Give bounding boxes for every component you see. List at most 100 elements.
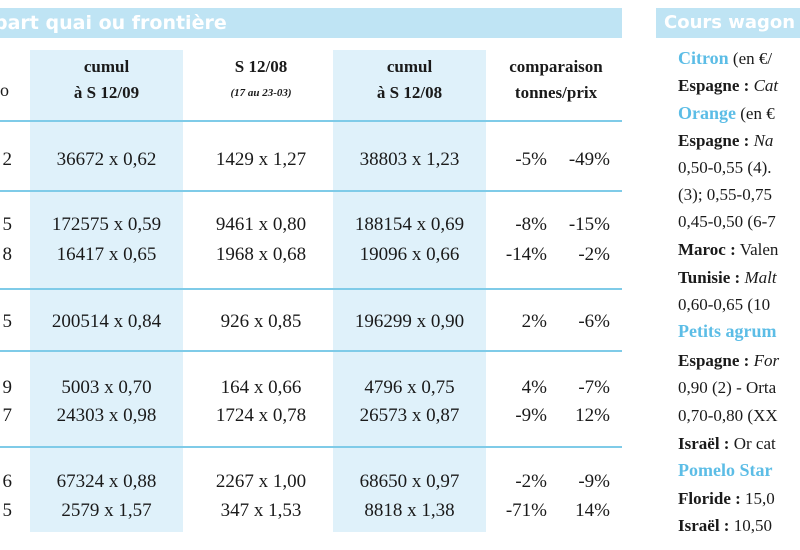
text-or-cat: Or cat bbox=[729, 434, 776, 453]
cell-cumul-08: 19096 x 0,66 bbox=[359, 244, 460, 265]
cell-week: 9461 x 0,80 bbox=[215, 214, 307, 235]
cell-pct-prix: -49% bbox=[568, 149, 610, 170]
cell-week: 2267 x 1,00 bbox=[215, 471, 307, 492]
line-israel-pomelo: Israël : 10,50 bbox=[678, 513, 772, 539]
orange-unit: (en € bbox=[736, 104, 775, 123]
label-espagne: Espagne : bbox=[678, 351, 750, 370]
row-edge-value: 9 bbox=[2, 377, 13, 398]
text-malt: Malt bbox=[740, 268, 777, 287]
row-separator bbox=[0, 350, 622, 352]
cell-cumul-09: 67324 x 0,88 bbox=[56, 471, 157, 492]
header-week-line1: S 12/08 bbox=[234, 57, 288, 76]
row-edge-value: 5 bbox=[2, 311, 13, 332]
cell-pct-tonnes: 4% bbox=[521, 377, 547, 398]
orange-heading: Orange bbox=[678, 103, 736, 123]
label-israel: Israël : bbox=[678, 516, 730, 535]
cell-week: 347 x 1,53 bbox=[220, 500, 302, 521]
header-comparison: comparaison tonnes/prix bbox=[492, 54, 620, 106]
label-floride: Floride : bbox=[678, 489, 741, 508]
cell-cumul-09: 172575 x 0,59 bbox=[51, 214, 162, 235]
cell-pct-tonnes: 2% bbox=[521, 311, 547, 332]
line-citron: Citron (en €/ bbox=[678, 45, 772, 72]
header-cumul-08-line2: à S 12/08 bbox=[376, 83, 443, 102]
right-banner: Cours wagon bbox=[656, 8, 800, 38]
label-maroc: Maroc : bbox=[678, 240, 736, 259]
shaded-column-cumul-09 bbox=[30, 50, 183, 532]
cell-cumul-09: 36672 x 0,62 bbox=[56, 149, 157, 170]
line-price-4: 0,60-0,65 (10 bbox=[678, 295, 771, 314]
line-price-3: 0,45-0,50 (6-7 bbox=[678, 212, 776, 231]
cell-pct-prix: -6% bbox=[578, 311, 610, 332]
cell-cumul-08: 68650 x 0,97 bbox=[359, 471, 460, 492]
right-panel-wagon-prices: Cours wagon Citron (en €/ Espagne : Cat … bbox=[656, 0, 800, 550]
line-price-1: 0,50-0,55 (4). bbox=[678, 158, 772, 177]
line-maroc: Maroc : Valen bbox=[678, 237, 778, 263]
line-price-2: (3); 0,55-0,75 bbox=[678, 185, 772, 204]
line-espagne-citron: Espagne : Cat bbox=[678, 73, 778, 99]
cell-cumul-09: 200514 x 0,84 bbox=[51, 311, 162, 332]
header-week-line2: (17 au 23-03) bbox=[230, 87, 292, 99]
cell-pct-prix: -15% bbox=[568, 214, 610, 235]
line-espagne-petits: Espagne : For bbox=[678, 348, 779, 374]
line-tunisie: Tunisie : Malt bbox=[678, 265, 777, 291]
line-espagne-orange: Espagne : Na bbox=[678, 128, 773, 154]
pomelo-star-heading: Pomelo Star bbox=[678, 460, 773, 480]
row-edge-value: 5 bbox=[2, 214, 13, 235]
petits-agrumes-heading: Petits agrum bbox=[678, 321, 777, 341]
cell-week: 164 x 0,66 bbox=[220, 377, 302, 398]
cell-cumul-09: 24303 x 0,98 bbox=[56, 405, 157, 426]
header-week: S 12/08 (17 au 23-03) bbox=[196, 54, 326, 106]
cell-week: 926 x 0,85 bbox=[220, 311, 302, 332]
row-edge-value: 2 bbox=[2, 149, 13, 170]
row-edge-value: 8 bbox=[2, 244, 13, 265]
cell-cumul-08: 4796 x 0,75 bbox=[364, 377, 455, 398]
text-for: For bbox=[749, 351, 780, 370]
header-cumul-08: cumul à S 12/08 bbox=[333, 54, 486, 106]
row-edge-value: 5 bbox=[2, 500, 13, 521]
cell-week: 1724 x 0,78 bbox=[215, 405, 307, 426]
header-col1-fragment: o bbox=[0, 80, 9, 100]
header-cumul-09: cumul à S 12/09 bbox=[30, 54, 183, 106]
cell-pct-prix: 12% bbox=[575, 405, 610, 426]
citron-heading: Citron bbox=[678, 48, 729, 68]
cell-pct-tonnes: -71% bbox=[505, 500, 547, 521]
text-cat: Cat bbox=[749, 76, 779, 95]
text-israel-price: 10,50 bbox=[729, 516, 772, 535]
header-comparison-line2: tonnes/prix bbox=[514, 83, 598, 102]
header-cumul-09-line2: à S 12/09 bbox=[73, 83, 140, 102]
cell-pct-tonnes: -8% bbox=[515, 214, 547, 235]
row-separator bbox=[0, 190, 622, 192]
cell-week: 1429 x 1,27 bbox=[215, 149, 307, 170]
cell-pct-tonnes: -5% bbox=[515, 149, 547, 170]
cell-cumul-08: 38803 x 1,23 bbox=[359, 149, 460, 170]
cell-pct-prix: 14% bbox=[575, 500, 610, 521]
citron-unit: (en €/ bbox=[728, 49, 773, 68]
cell-cumul-08: 188154 x 0,69 bbox=[354, 214, 465, 235]
label-israel: Israël : bbox=[678, 434, 730, 453]
cell-week: 1968 x 0,68 bbox=[215, 244, 307, 265]
label-espagne: Espagne : bbox=[678, 76, 750, 95]
row-separator bbox=[0, 446, 622, 448]
row-edge-value: 7 bbox=[2, 405, 13, 426]
label-tunisie: Tunisie : bbox=[678, 268, 741, 287]
cell-cumul-08: 196299 x 0,90 bbox=[354, 311, 465, 332]
cell-cumul-08: 26573 x 0,87 bbox=[359, 405, 460, 426]
cell-pct-tonnes: -9% bbox=[515, 405, 547, 426]
text-na: Na bbox=[749, 131, 774, 150]
row-separator bbox=[0, 288, 622, 290]
header-cumul-08-line1: cumul bbox=[386, 57, 433, 76]
line-price-5: 0,90 (2) - Orta bbox=[678, 378, 777, 397]
header-cumul-09-line1: cumul bbox=[83, 57, 130, 76]
left-banner: part quai ou frontière bbox=[0, 8, 622, 38]
row-separator bbox=[0, 120, 622, 122]
cell-cumul-09: 2579 x 1,57 bbox=[61, 500, 152, 521]
label-espagne: Espagne : bbox=[678, 131, 750, 150]
text-valen: Valen bbox=[735, 240, 779, 259]
left-banner-text: part quai ou frontière bbox=[0, 12, 227, 34]
line-floride: Floride : 15,0 bbox=[678, 486, 775, 512]
header-comparison-line1: comparaison bbox=[509, 57, 603, 76]
line-price-6: 0,70-0,80 (XX bbox=[678, 406, 778, 425]
text-floride-price: 15,0 bbox=[740, 489, 775, 508]
line-orange: Orange (en € bbox=[678, 100, 775, 127]
cell-cumul-08: 8818 x 1,38 bbox=[364, 500, 455, 521]
